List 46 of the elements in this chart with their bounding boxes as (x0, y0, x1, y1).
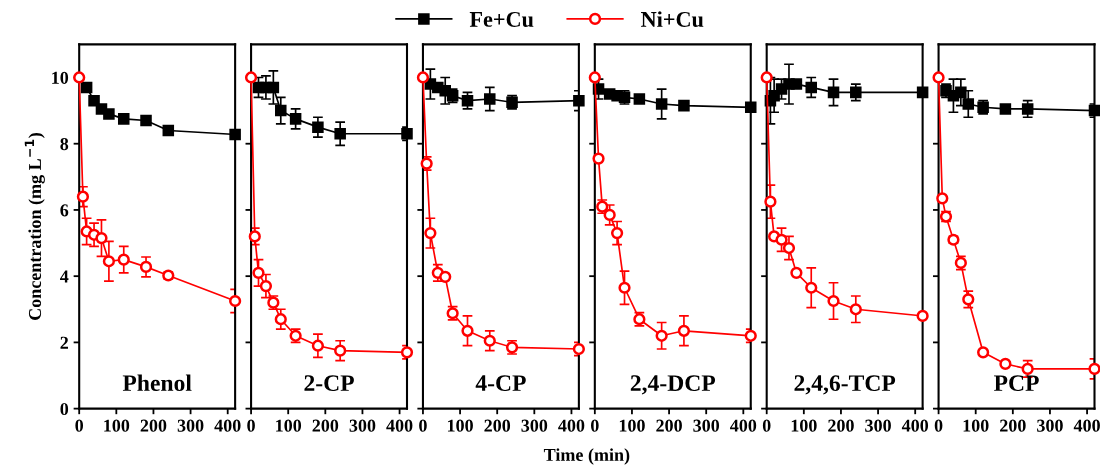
x-tick-label: 200 (484, 419, 511, 432)
y-tick-label: 0 (60, 402, 69, 416)
x-tick-label: 400 (558, 419, 585, 432)
x-tick-label: 400 (901, 419, 929, 432)
x-tick-label: 300 (521, 419, 548, 432)
legend-label: Ni+Cu (641, 11, 704, 27)
x-tick-label: 200 (828, 419, 854, 432)
x-tick-label: 400 (1073, 419, 1100, 432)
text: 2,4,6-TCP (794, 375, 896, 395)
x-tick-label: 400 (386, 419, 413, 432)
text: 2,4-DCP (630, 375, 716, 395)
text: 4-CP (475, 375, 526, 392)
x-axis-title: Time (min) (543, 448, 630, 465)
x-tick-label: 0 (934, 419, 943, 432)
x-tick-label: 0 (762, 419, 771, 432)
x-tick-label: 200 (312, 419, 339, 432)
x-tick-label: 400 (730, 419, 757, 432)
x-tick-label: 0 (75, 419, 84, 432)
text: 2-CP (304, 375, 354, 392)
x-tick-label: 0 (247, 419, 255, 432)
x-tick-label: 300 (177, 419, 204, 432)
x-tick-label: 300 (865, 419, 891, 432)
y-axis-title: Concentration (mg L$^{−1}$) (24, 133, 45, 320)
x-tick-label: 100 (619, 419, 645, 432)
x-tick-label: 300 (693, 419, 720, 432)
y-tick-label: 10 (52, 71, 69, 84)
x-tick-label: 200 (1000, 419, 1026, 432)
x-tick-label: 400 (214, 419, 241, 432)
x-tick-label: 100 (791, 419, 817, 432)
x-tick-label: 100 (963, 419, 989, 432)
x-tick-label: 0 (591, 419, 599, 432)
y-tick-label: 4 (60, 270, 69, 283)
x-tick-label: 100 (276, 419, 302, 432)
x-tick-label: 100 (104, 419, 130, 432)
text: PCP (993, 375, 1039, 392)
x-tick-label: 300 (349, 419, 376, 432)
x-tick-label: 200 (656, 419, 682, 432)
legend-label: Fe+Cu (469, 11, 534, 27)
y-tick-label: 2 (60, 336, 69, 349)
text: Phenol (122, 374, 192, 392)
x-tick-label: 100 (447, 419, 473, 432)
y-tick-label: 6 (60, 204, 69, 217)
y-tick-label: 8 (60, 137, 69, 151)
x-tick-label: 0 (419, 419, 427, 432)
x-tick-label: 300 (1037, 419, 1063, 432)
x-tick-label: 200 (140, 419, 167, 432)
